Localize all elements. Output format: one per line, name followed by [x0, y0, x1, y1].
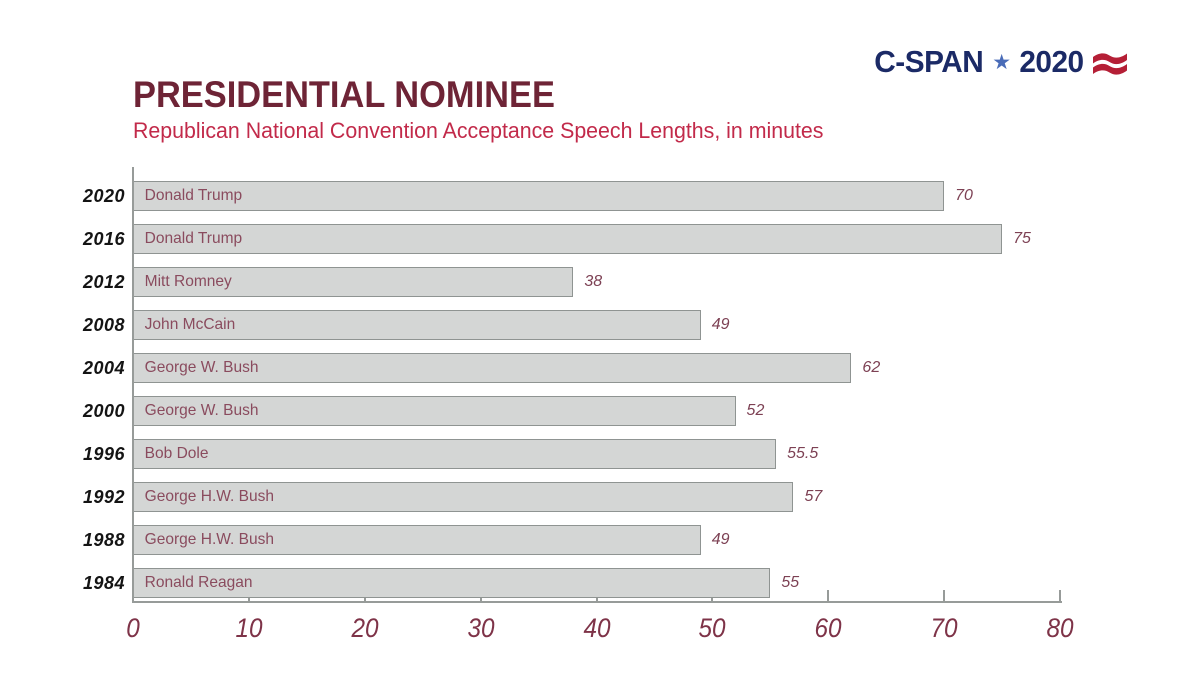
cspan-2020-logo: C-SPAN ★ 2020: [872, 44, 1128, 78]
year-label: 2020: [82, 186, 125, 206]
year-label: 1988: [82, 530, 125, 550]
value-label: 70: [955, 187, 973, 204]
x-axis-tick-label: 40: [582, 613, 611, 643]
value-label: 52: [746, 402, 765, 419]
x-axis-tick-label: 10: [235, 613, 263, 643]
bar: Donald Trump: [133, 181, 945, 211]
bar: George H.W. Bush: [133, 482, 794, 512]
x-axis-tick-label: 30: [467, 613, 495, 643]
x-axis-tick-label: 80: [1046, 613, 1074, 643]
value-label: 75: [1013, 230, 1031, 247]
value-label: 55: [781, 574, 800, 591]
x-axis-tick: [1059, 590, 1061, 602]
nominee-name: Ronald Reagan: [144, 574, 253, 591]
cspan-logo-text: C-SPAN: [873, 43, 983, 79]
value-label: 38: [584, 273, 603, 290]
logo-year-text: 2020: [1019, 43, 1084, 79]
x-axis-tick-label: 50: [698, 613, 726, 643]
year-label: 2008: [82, 315, 125, 335]
chart-title: PRESIDENTIAL NOMINEE: [133, 74, 555, 115]
nominee-name: Donald Trump: [144, 187, 243, 204]
x-axis-tick-label: 20: [351, 613, 379, 643]
bar: John McCain: [133, 310, 701, 340]
chart-subtitle: Republican National Convention Acceptanc…: [133, 118, 824, 143]
value-label: 55.5: [787, 445, 819, 462]
value-label: 49: [711, 531, 730, 548]
nominee-name: George W. Bush: [144, 402, 259, 419]
star-icon: ★: [992, 50, 1012, 74]
x-axis-line: [132, 601, 1062, 603]
year-label: 1996: [82, 444, 125, 464]
year-label: 2016: [82, 229, 125, 249]
value-label: 49: [711, 316, 730, 333]
nominee-name: Donald Trump: [144, 230, 243, 247]
x-axis-tick-label: 70: [930, 613, 958, 643]
x-axis-tick-label: 60: [814, 613, 842, 643]
bar: George W. Bush: [133, 353, 852, 383]
x-axis-tick: [943, 590, 946, 602]
nominee-name: Mitt Romney: [144, 273, 232, 290]
x-axis-tick-label: 0: [126, 613, 140, 643]
nominee-name: George H.W. Bush: [144, 488, 275, 505]
nominee-name: George W. Bush: [144, 359, 259, 376]
year-label: 2004: [82, 358, 125, 378]
year-label: 1984: [82, 573, 125, 593]
value-label: 62: [862, 359, 881, 376]
bar: George H.W. Bush: [133, 525, 701, 555]
bar: Bob Dole: [133, 439, 777, 469]
bar: Donald Trump: [133, 224, 1003, 254]
bar: George W. Bush: [133, 396, 736, 426]
nominee-name: Bob Dole: [144, 445, 209, 462]
year-label: 1992: [82, 487, 125, 507]
year-label: 2000: [82, 401, 125, 421]
bar: Mitt Romney: [133, 267, 574, 297]
x-axis-tick: [827, 590, 830, 602]
nominee-name: John McCain: [144, 316, 236, 333]
year-label: 2012: [82, 272, 125, 292]
flag-stripes-icon: [1093, 52, 1127, 75]
y-axis-line: [132, 167, 134, 603]
value-label: 57: [804, 488, 823, 505]
nominee-name: George H.W. Bush: [144, 531, 275, 548]
bar: Ronald Reagan: [133, 568, 771, 598]
